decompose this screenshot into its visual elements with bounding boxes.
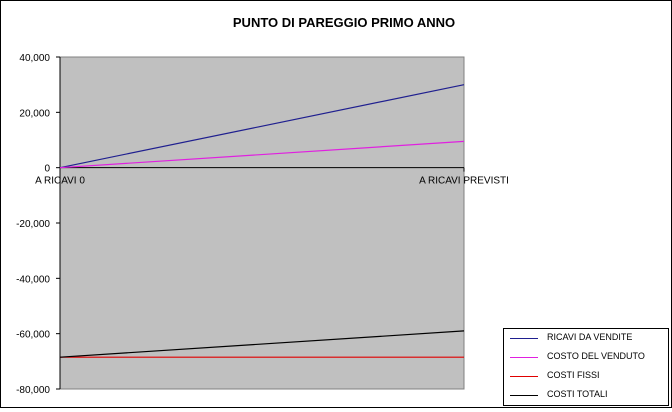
chart-legend: RICAVI DA VENDITE COSTO DEL VENDUTO COST…	[503, 328, 669, 406]
series-layer	[59, 84, 465, 358]
y-tick-label: -40,000	[16, 274, 50, 285]
y-tick-label: 0	[44, 164, 50, 175]
y-tick-label: -60,000	[16, 330, 50, 341]
y-tick-label: 20,000	[19, 108, 50, 119]
legend-item: COSTI FISSI	[504, 367, 668, 386]
series-line	[59, 140, 465, 169]
legend-item: RICAVI DA VENDITE	[504, 329, 668, 348]
axes-layer: 40,000 20,000 0 -20,000 -40,000 -60,000 -80,00…	[16, 53, 509, 396]
legend-label: RICAVI DA VENDITE	[547, 332, 633, 342]
legend-item: COSTO DEL VENDUTO	[504, 348, 668, 367]
x-tick-label: A RICAVI 0	[35, 176, 85, 187]
series-line	[59, 330, 465, 358]
chart-title: PUNTO DI PAREGGIO PRIMO ANNO	[233, 15, 455, 30]
legend-label: COSTO DEL VENDUTO	[547, 351, 645, 361]
x-tick-label: A RICAVI PREVISTI	[419, 176, 509, 187]
legend-swatch	[510, 338, 538, 339]
legend-swatch	[510, 376, 538, 377]
legend-label: COSTI FISSI	[547, 370, 600, 380]
y-tick-label: -80,000	[16, 385, 50, 396]
series-line	[59, 84, 465, 169]
legend-swatch	[510, 357, 538, 358]
legend-swatch	[510, 395, 538, 396]
plot-area	[59, 56, 465, 390]
legend-label: COSTI TOTALI	[547, 389, 608, 399]
legend-item: COSTI TOTALI	[504, 386, 668, 405]
y-tick-label: -20,000	[16, 219, 50, 230]
y-tick-label: 40,000	[19, 53, 50, 64]
